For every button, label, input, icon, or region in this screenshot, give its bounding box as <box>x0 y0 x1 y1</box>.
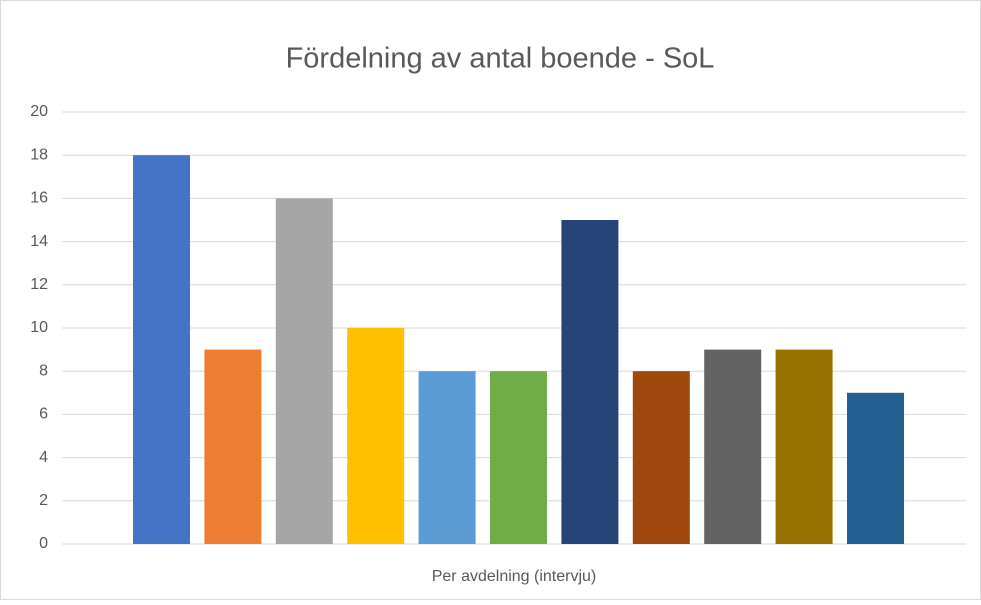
y-tick-label: 12 <box>30 276 48 293</box>
bar <box>275 198 333 544</box>
y-tick-label: 8 <box>39 362 48 379</box>
x-axis-label: Per avdelning (intervju) <box>432 568 597 585</box>
bar <box>204 349 262 544</box>
bar <box>775 349 833 544</box>
y-tick-label: 0 <box>39 535 48 552</box>
y-tick-label: 10 <box>30 319 48 336</box>
bar <box>490 371 547 544</box>
y-tick-label: 20 <box>30 103 48 120</box>
bar <box>847 392 904 544</box>
y-tick-label: 18 <box>30 146 48 163</box>
y-tick-label: 16 <box>30 190 48 207</box>
y-tick-label: 6 <box>39 406 48 423</box>
y-tick-label: 14 <box>30 233 48 250</box>
bar <box>347 328 405 544</box>
chart-title: Fördelning av antal boende - SoL <box>286 43 715 75</box>
bar <box>133 155 190 544</box>
bar <box>561 220 619 544</box>
bar <box>632 371 690 544</box>
bar <box>418 371 476 544</box>
y-tick-label: 4 <box>39 449 48 466</box>
bar <box>704 349 762 544</box>
y-tick-label: 2 <box>39 492 48 509</box>
